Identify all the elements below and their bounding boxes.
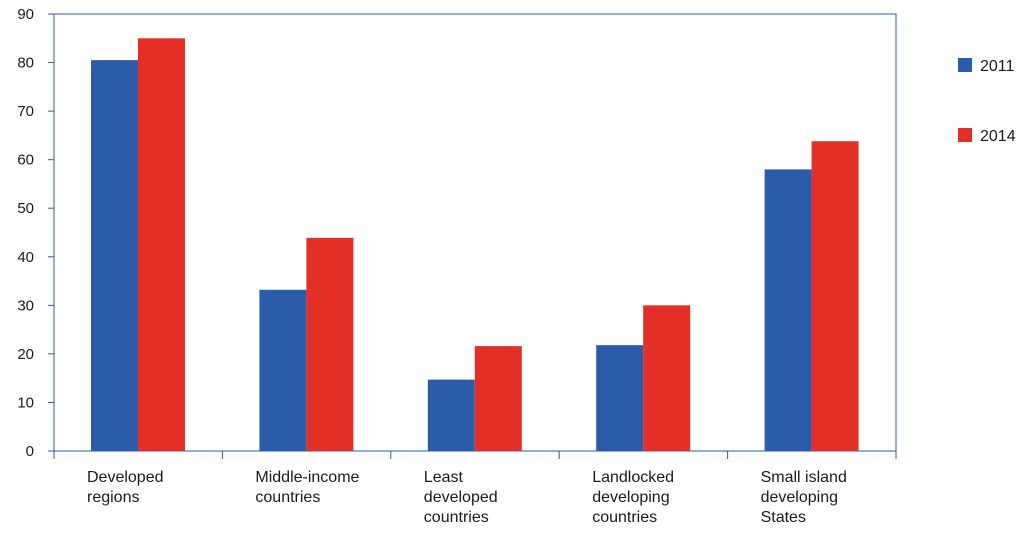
y-tick-label: 70: [17, 103, 34, 120]
x-category-label-line: developed: [424, 489, 498, 506]
bar-2014: [306, 237, 354, 451]
legend-swatch-2011: [958, 58, 972, 72]
bars: [91, 38, 859, 452]
bar-2014: [138, 38, 185, 452]
y-tick-label: 10: [17, 394, 34, 411]
y-tick-label: 60: [17, 152, 34, 169]
x-category-label-line: developing: [761, 489, 838, 506]
y-tick-label: 0: [26, 443, 34, 460]
y-tick-label: 30: [17, 297, 34, 314]
bar-2011: [259, 289, 307, 451]
x-category-label-line: Middle-income: [255, 469, 359, 486]
y-tick-label: 50: [17, 200, 34, 217]
bar-2011: [596, 345, 644, 451]
legend-swatch-2014: [958, 128, 972, 142]
x-category-label-line: developing: [592, 489, 669, 506]
x-category-label: Small island developing States: [761, 469, 847, 526]
x-category-label-line: Landlocked: [592, 469, 674, 486]
bar-2014: [643, 305, 691, 451]
y-tick-label: 80: [17, 55, 34, 72]
x-category-label: Developed regions: [87, 469, 164, 506]
y-axis: 0 10 20 30 40 50 60 70 80 90: [17, 6, 54, 460]
x-category-label-line: Developed: [87, 469, 164, 486]
x-category-label-line: Least: [424, 469, 464, 486]
bar-2014: [474, 346, 522, 451]
y-tick-label: 40: [17, 249, 34, 266]
x-category-label: Middle-income countries: [255, 469, 359, 506]
x-category-label-line: regions: [87, 489, 139, 506]
y-tick-label: 20: [17, 346, 34, 363]
x-category-label: Landlocked developing countries: [592, 469, 674, 526]
x-category-label-line: countries: [255, 489, 320, 506]
legend-label: 2014: [980, 128, 1016, 145]
bar-2011: [427, 379, 475, 451]
legend: 2011 2014: [958, 58, 1016, 145]
bar-2011: [91, 60, 138, 451]
x-category-label-line: Small island: [761, 469, 847, 486]
bar-2011: [764, 169, 812, 451]
y-tick-label: 90: [17, 6, 34, 23]
x-category-label-line: countries: [592, 509, 657, 526]
x-category-label-line: States: [761, 509, 806, 526]
legend-label: 2011: [980, 58, 1015, 75]
x-category-label: Least developed countries: [424, 469, 498, 526]
x-category-label-line: countries: [424, 509, 489, 526]
bar-2014: [811, 141, 859, 451]
